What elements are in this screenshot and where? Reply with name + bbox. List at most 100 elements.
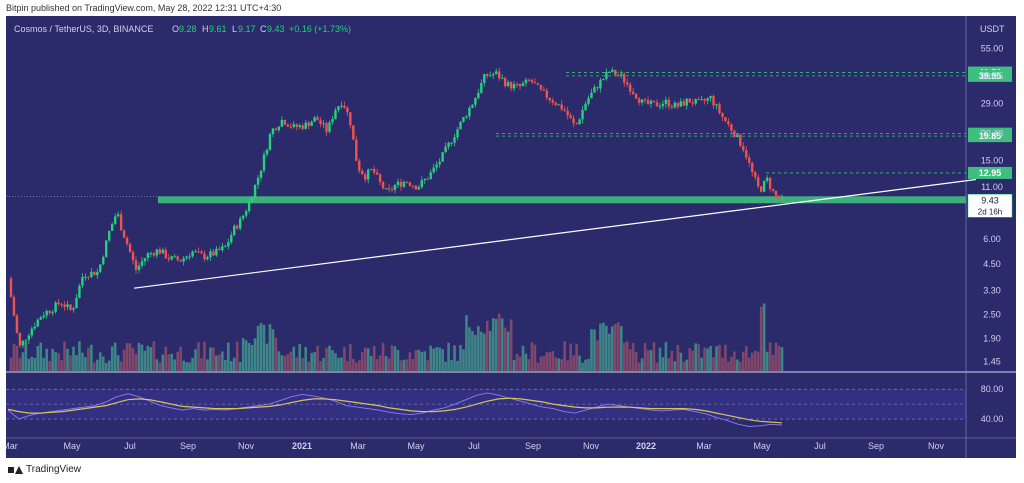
candle-body [691,102,694,104]
candle-body [289,126,293,128]
candle-body [274,128,278,131]
volume-bar [325,347,328,371]
candle-body [72,308,75,310]
candle-body [399,181,403,187]
candle-body [751,162,754,173]
volume-bar [283,355,287,371]
volume-bar [611,326,614,371]
candle-body [420,180,423,188]
volume-bar [113,342,117,371]
candle-body [450,142,453,144]
volume-bar [616,322,620,371]
volume-bar [247,342,251,371]
candle-body [384,188,388,190]
candle-body [230,235,233,243]
volume-bar [375,359,379,371]
volume-bar [399,360,403,371]
time-tick-label: May [63,441,81,451]
candle-body [771,188,775,191]
candle-body [444,146,447,153]
candle-body [521,83,525,87]
candle-body [161,249,164,254]
candle-body [134,260,138,270]
rsi-lower-label: 40.00 [981,414,1004,424]
candle-body [164,249,167,259]
candle-body [346,107,349,113]
time-tick-label: 2022 [636,441,656,451]
volume-bar [179,346,182,371]
volume-bar [736,359,739,371]
candle-body [358,160,361,171]
candle-body [465,116,468,118]
candle-body [712,95,715,106]
volume-bar [182,360,185,371]
ohlc-readout: O 9.28 H 9.61 L 9.17 C 9.43 +0.16 (+1.73… [172,24,351,34]
volume-bar [21,352,25,371]
ohlc-o-label: O [172,24,179,34]
candle-body [462,117,465,122]
volume-bar [599,323,602,371]
candle-body [200,251,203,254]
candle-body [361,170,364,175]
volume-bar [465,315,468,371]
volume-bar [560,359,564,371]
candle-body [685,98,688,106]
volume-bar [411,359,415,371]
candle-body [569,115,572,119]
time-tick-label: Sep [525,441,541,451]
volume-bar [244,340,248,371]
time-tick-label: Jul [124,441,136,451]
time-tick-label: Nov [583,441,600,451]
candle-body [236,225,239,229]
time-tick-label: Jul [468,441,480,451]
volume-bar [146,345,150,371]
candle-body [33,326,36,329]
candle-body [155,249,159,256]
candle-body [334,110,337,120]
tradingview-brand[interactable]: TradingView [8,464,81,475]
candle-body [727,121,730,125]
volume-bar [295,357,299,371]
candle-body [774,190,778,196]
volume-bar [265,343,269,371]
volume-bar [45,348,48,371]
volume-bar [450,360,453,371]
volume-bar [152,341,156,371]
candle-body [224,246,227,248]
candle-body [745,150,748,158]
candle-body [262,154,266,171]
candle-body [128,243,132,253]
volume-bar [584,359,587,371]
candle-body [304,122,307,129]
candle-body [322,123,325,125]
candle-body [563,109,566,111]
volume-bar [566,360,569,371]
volume-bar [191,357,194,371]
candle-body [509,82,513,89]
candle-body [611,69,614,72]
volume-bar [72,346,75,371]
volume-bar [771,354,775,371]
candle-body [298,125,301,127]
candle-body [54,302,57,312]
rsi-line [7,392,783,427]
candle-body [417,187,421,190]
candle-body [471,104,474,108]
volume-bar [149,347,153,371]
volume-bar [81,352,84,371]
candle-body [468,107,471,117]
volume-bar [250,344,254,371]
volume-bar [372,346,376,371]
candle-body [253,184,257,199]
volume-bar [116,355,120,371]
time-tick-label: Mar [350,441,366,451]
candle-body [495,71,498,75]
volume-bar [739,361,742,371]
price-tick-label: 1.90 [983,333,1001,343]
volume-bar [360,352,364,371]
candle-body [280,119,284,127]
volume-bar [503,327,507,371]
